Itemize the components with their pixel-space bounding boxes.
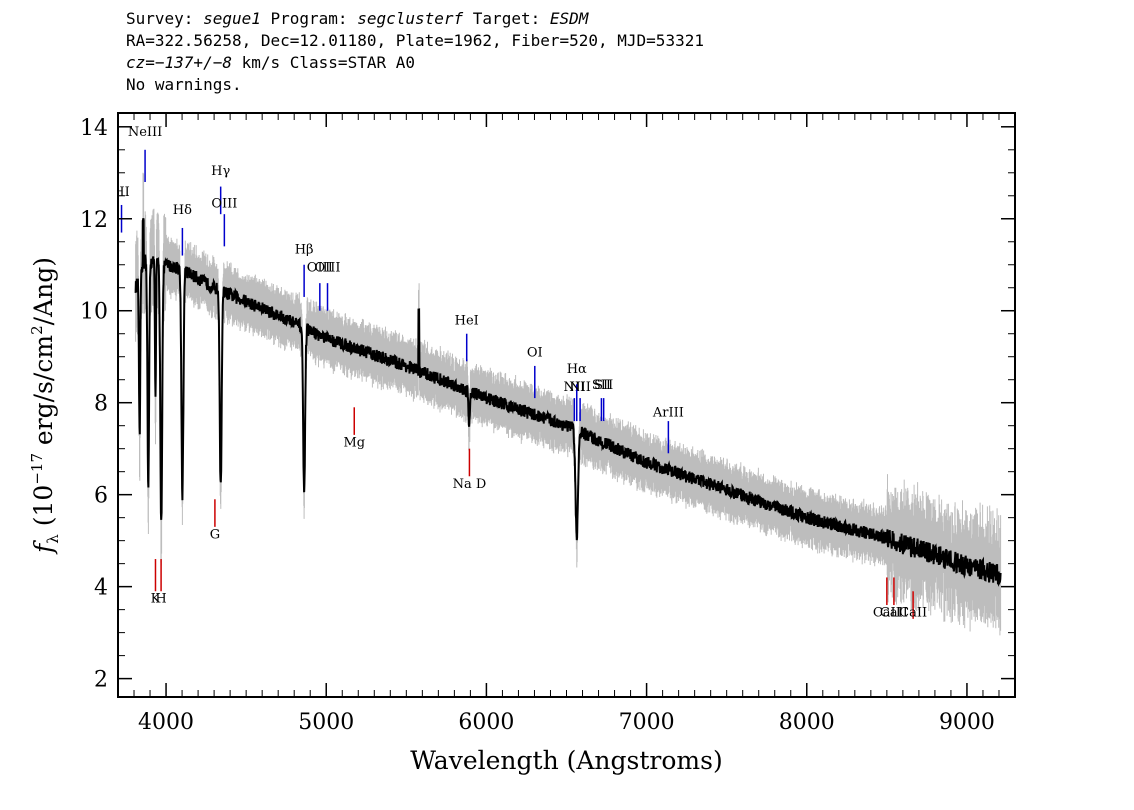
- y-tick-label: 2: [94, 668, 108, 693]
- y-axis-title-f: f: [29, 540, 58, 555]
- class-value: km/s Class=STAR A0: [231, 53, 415, 72]
- emission-line-label-3: Hγ: [211, 164, 230, 179]
- spectrum-line: [134, 218, 1002, 587]
- y-axis-title-exp2: 2: [28, 325, 46, 335]
- y-tick-label: 14: [80, 116, 108, 141]
- emission-line-label-15: ArIII: [652, 405, 684, 420]
- emission-line-label-1: NeIII: [128, 125, 162, 140]
- target-value: ESDM: [549, 9, 589, 28]
- emission-line-label-11: Hα: [567, 362, 587, 377]
- emission-line-label-14: SII: [594, 378, 613, 393]
- absorption-line-label-4: Na D: [453, 477, 487, 492]
- program-value: segclusterf: [357, 9, 464, 28]
- y-tick-label: 6: [94, 484, 108, 509]
- emission-line-label-8: HeI: [455, 314, 479, 329]
- emission-line-label-0: HI: [113, 185, 129, 200]
- absorption-line-label-7: CaII: [899, 606, 927, 621]
- emission-line-label-10: NII: [564, 380, 586, 395]
- x-tick-label: 7000: [619, 710, 675, 735]
- absorption-line-label-5: CaII: [873, 606, 901, 621]
- y-axis-title-units-b: erg/s/cm: [29, 335, 58, 453]
- x-tick-label: 4000: [138, 710, 194, 735]
- absorption-line-label-3: Mg: [343, 435, 365, 450]
- survey-label: Survey:: [126, 9, 204, 28]
- emission-line-label-12: NII: [569, 380, 591, 395]
- y-tick-label: 8: [94, 392, 108, 417]
- survey-value: segue1: [203, 9, 261, 28]
- x-tick-label: 5000: [298, 710, 354, 735]
- axes: 4000 5000 6000 7000 8000 9000 2 4 6 8 10 12 14: [80, 113, 1016, 735]
- x-tick-label: 6000: [458, 710, 514, 735]
- error-band: [135, 172, 1002, 636]
- emission-line-label-4: OIII: [211, 196, 237, 211]
- absorption-line-label-2: G: [210, 527, 220, 542]
- x-tick-label: 8000: [779, 710, 835, 735]
- x-tick-label: 9000: [939, 710, 995, 735]
- emission-line-label-5: Hβ: [295, 242, 314, 257]
- y-tick-label: 12: [80, 208, 108, 233]
- absorption-line-label-0: K: [151, 592, 161, 607]
- program-label: Program:: [260, 9, 358, 28]
- redshift-value: cz=−137+/−8: [126, 53, 232, 72]
- target-label: Target:: [463, 9, 550, 28]
- emission-line-label-7: OIII: [314, 261, 340, 276]
- y-axis-title-units-a: (10: [29, 485, 58, 535]
- y-tick-label: 4: [94, 576, 108, 601]
- absorption-line-label-1: H: [155, 592, 166, 607]
- header-line-redshift: cz=−137+/−8 km/s Class=STAR A0: [126, 52, 1026, 74]
- header-line-warnings: No warnings.: [126, 75, 242, 94]
- emission-line-label-9: OI: [527, 346, 543, 361]
- x-axis-title: Wavelength (Angstroms): [410, 746, 722, 775]
- emission-line-label-6: OIII: [307, 261, 333, 276]
- y-axis-title-units-c: /Ang): [29, 257, 58, 325]
- y-axis-title: fλ (10−17 erg/s/cm2/Ang): [28, 257, 62, 555]
- header-line-survey: Survey: segue1 Program: segclusterf Targ…: [126, 8, 1026, 30]
- y-tick-label: 10: [80, 300, 108, 325]
- header-line-coords: RA=322.56258, Dec=12.01180, Plate=1962, …: [126, 31, 704, 50]
- y-axis-title-sub: λ: [44, 534, 62, 544]
- absorption-line-label-6: CaII: [880, 606, 908, 621]
- emission-line-label-13: SII: [592, 378, 611, 393]
- emission-line-label-2: Hδ: [173, 203, 192, 218]
- spectrum-header: Survey: segue1 Program: segclusterf Targ…: [126, 8, 1026, 96]
- y-axis-title-exp: −17: [28, 453, 46, 485]
